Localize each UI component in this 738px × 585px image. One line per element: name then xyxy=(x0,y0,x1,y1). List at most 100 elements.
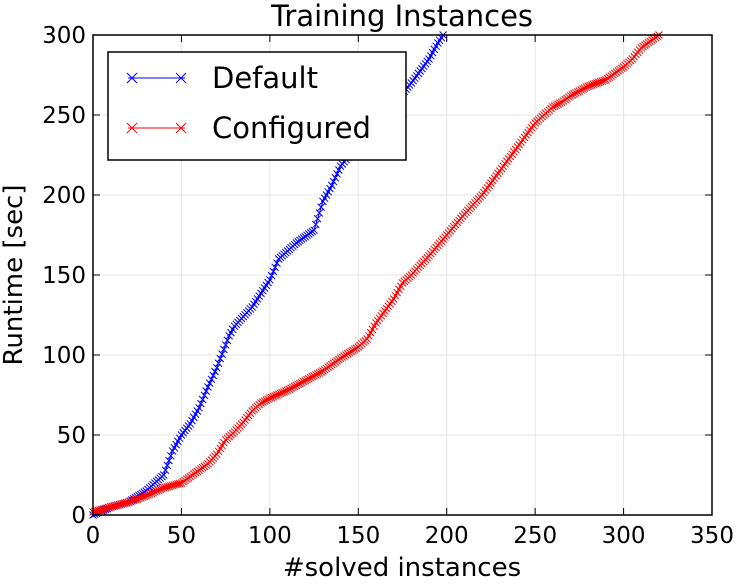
data-point-configured xyxy=(568,90,577,99)
series-layer xyxy=(89,31,663,519)
data-point-configured xyxy=(294,380,303,389)
legend-marker-default xyxy=(126,72,138,84)
data-point-default xyxy=(329,177,338,186)
data-point-default xyxy=(195,403,203,412)
x-tick-label: 50 xyxy=(167,523,196,549)
data-point-default xyxy=(166,451,175,460)
data-point-default xyxy=(200,391,209,400)
legend-item-configured: Configured xyxy=(126,111,371,145)
data-point-configured xyxy=(577,86,585,94)
data-point-default xyxy=(317,203,325,212)
legend-marker-default xyxy=(175,72,187,84)
data-point-configured xyxy=(296,379,304,388)
x-tick-label: 250 xyxy=(513,523,557,549)
data-point-configured xyxy=(317,368,325,376)
data-point-default xyxy=(198,395,207,404)
data-point-default xyxy=(159,471,168,479)
y-tick-label: 150 xyxy=(42,263,86,289)
data-point-configured xyxy=(571,89,580,97)
data-point-default xyxy=(271,263,280,272)
data-point-default xyxy=(315,209,324,217)
legend-marker-configured xyxy=(126,122,138,134)
data-point-default xyxy=(165,456,173,465)
data-point-configured xyxy=(556,99,564,108)
data-point-configured xyxy=(299,377,308,386)
data-point-configured xyxy=(548,103,557,111)
y-tick-label: 250 xyxy=(42,103,86,129)
data-point-default xyxy=(331,173,340,182)
legend-box xyxy=(107,51,407,161)
data-point-configured xyxy=(310,371,318,380)
data-point-configured xyxy=(550,102,559,110)
x-tick-label: 200 xyxy=(425,523,469,549)
axis-ticks: 0 50 100 150 200 250 300 350 0 50 100 150 200 250 300 xyxy=(42,23,734,549)
data-point-default xyxy=(223,336,232,345)
data-point-default xyxy=(161,466,170,475)
legend-label-configured: Configured xyxy=(212,111,371,145)
x-tick-label: 350 xyxy=(690,523,734,549)
data-point-configured xyxy=(258,398,267,406)
data-point-default xyxy=(221,341,230,349)
legend-marker-configured xyxy=(175,122,187,134)
data-point-default xyxy=(214,359,223,368)
data-point-default xyxy=(269,267,278,276)
data-point-default xyxy=(267,271,276,280)
data-point-configured xyxy=(303,375,311,384)
data-point-configured xyxy=(311,370,320,379)
data-point-default xyxy=(211,367,219,376)
x-tick-label: 300 xyxy=(602,523,646,549)
data-point-configured xyxy=(301,376,310,385)
data-point-configured xyxy=(579,85,587,93)
data-point-default xyxy=(311,220,320,229)
data-point-default xyxy=(204,383,212,391)
data-point-configured xyxy=(285,385,294,394)
data-point-configured xyxy=(257,399,265,407)
x-tick-label: 150 xyxy=(336,523,380,549)
data-point-default xyxy=(207,375,216,384)
data-point-default xyxy=(197,399,205,408)
data-point-configured xyxy=(290,382,299,391)
y-tick-label: 0 xyxy=(71,503,86,529)
data-point-default xyxy=(205,379,214,388)
data-point-configured xyxy=(297,378,306,387)
y-tick-label: 100 xyxy=(42,343,86,369)
y-tick-label: 50 xyxy=(57,423,86,449)
data-point-default xyxy=(218,350,226,358)
y-axis-label: Runtime [sec] xyxy=(0,185,29,366)
chart-title: Training Instances xyxy=(270,0,533,33)
data-point-default xyxy=(273,259,281,268)
data-point-default xyxy=(327,181,336,190)
data-point-configured xyxy=(580,84,589,92)
data-point-default xyxy=(216,354,225,363)
data-point-configured xyxy=(552,101,561,109)
data-point-configured xyxy=(570,90,578,98)
data-point-configured xyxy=(287,384,295,393)
data-point-configured xyxy=(313,370,322,378)
series-configured xyxy=(89,31,663,516)
data-point-configured xyxy=(288,383,297,392)
data-point-default xyxy=(310,226,318,235)
data-point-configured xyxy=(260,397,269,405)
data-point-configured xyxy=(304,374,313,383)
legend: Default Configured xyxy=(107,51,407,161)
data-point-configured xyxy=(308,372,317,381)
legend-item-default: Default xyxy=(126,61,318,95)
data-point-default xyxy=(333,170,341,178)
x-tick-label: 0 xyxy=(86,523,101,549)
data-point-default xyxy=(313,214,322,223)
x-axis-label: #solved instances xyxy=(283,553,521,583)
data-point-default xyxy=(202,387,211,396)
data-point-default xyxy=(212,363,221,372)
data-point-configured xyxy=(573,88,582,96)
data-point-default xyxy=(163,461,172,470)
data-point-default xyxy=(220,345,228,354)
data-point-default xyxy=(209,371,218,380)
data-point-configured xyxy=(575,87,584,95)
data-point-configured xyxy=(554,100,562,108)
data-point-configured xyxy=(262,396,271,404)
data-point-configured xyxy=(600,76,608,85)
data-point-configured xyxy=(566,91,575,100)
x-tick-label: 100 xyxy=(248,523,292,549)
y-tick-label: 200 xyxy=(42,183,86,209)
